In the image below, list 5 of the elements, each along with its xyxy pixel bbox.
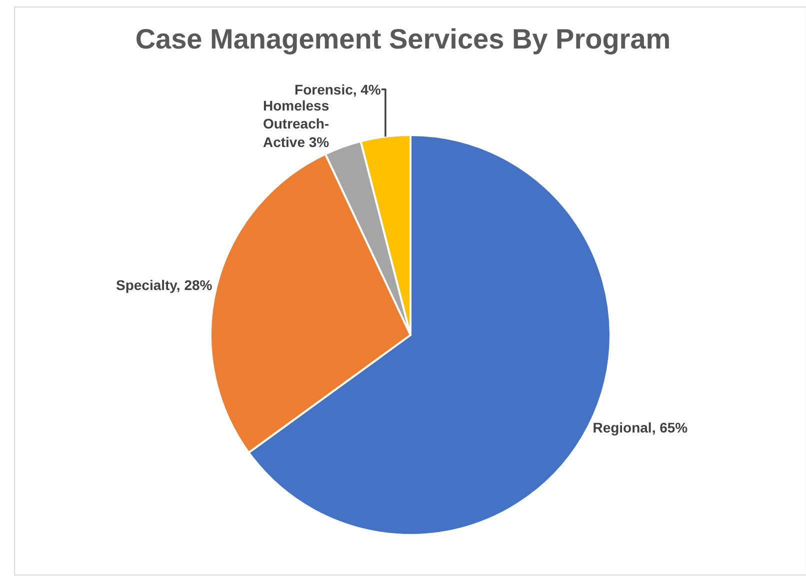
chart-title: Case Management Services By Program [135, 24, 671, 55]
slice-label: Regional, 65% [592, 419, 688, 436]
slice-label: Specialty, 28% [116, 276, 213, 293]
slice-label: Homeless Outreach-Active 3% [262, 97, 330, 150]
slice-label: Forensic, 4% [294, 81, 382, 98]
